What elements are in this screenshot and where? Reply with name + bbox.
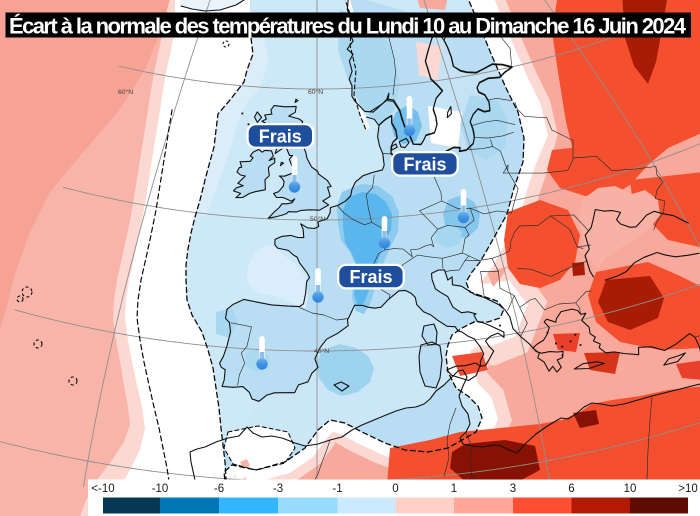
svg-text:50°N: 50°N bbox=[310, 215, 325, 223]
svg-text:60°N: 60°N bbox=[308, 88, 323, 96]
svg-text:-10: -10 bbox=[152, 483, 169, 495]
svg-text:<-10: <-10 bbox=[91, 483, 114, 495]
svg-text:-1: -1 bbox=[332, 483, 342, 495]
svg-text:60°N: 60°N bbox=[118, 88, 133, 96]
svg-text:10: 10 bbox=[624, 483, 637, 495]
svg-text:40°N: 40°N bbox=[314, 347, 329, 355]
svg-text:3: 3 bbox=[510, 483, 516, 495]
svg-text:Frais: Frais bbox=[349, 267, 392, 287]
svg-text:6: 6 bbox=[568, 483, 574, 495]
svg-text:0: 0 bbox=[392, 483, 398, 495]
svg-text:1: 1 bbox=[451, 483, 457, 495]
svg-text:-3: -3 bbox=[273, 483, 283, 495]
svg-text:Écart à la normale des tempéra: Écart à la normale des températures du L… bbox=[9, 13, 687, 38]
svg-text:Frais: Frais bbox=[403, 154, 446, 174]
svg-text:>10: >10 bbox=[678, 483, 698, 495]
svg-text:Frais: Frais bbox=[259, 127, 302, 147]
svg-text:-6: -6 bbox=[214, 483, 224, 495]
